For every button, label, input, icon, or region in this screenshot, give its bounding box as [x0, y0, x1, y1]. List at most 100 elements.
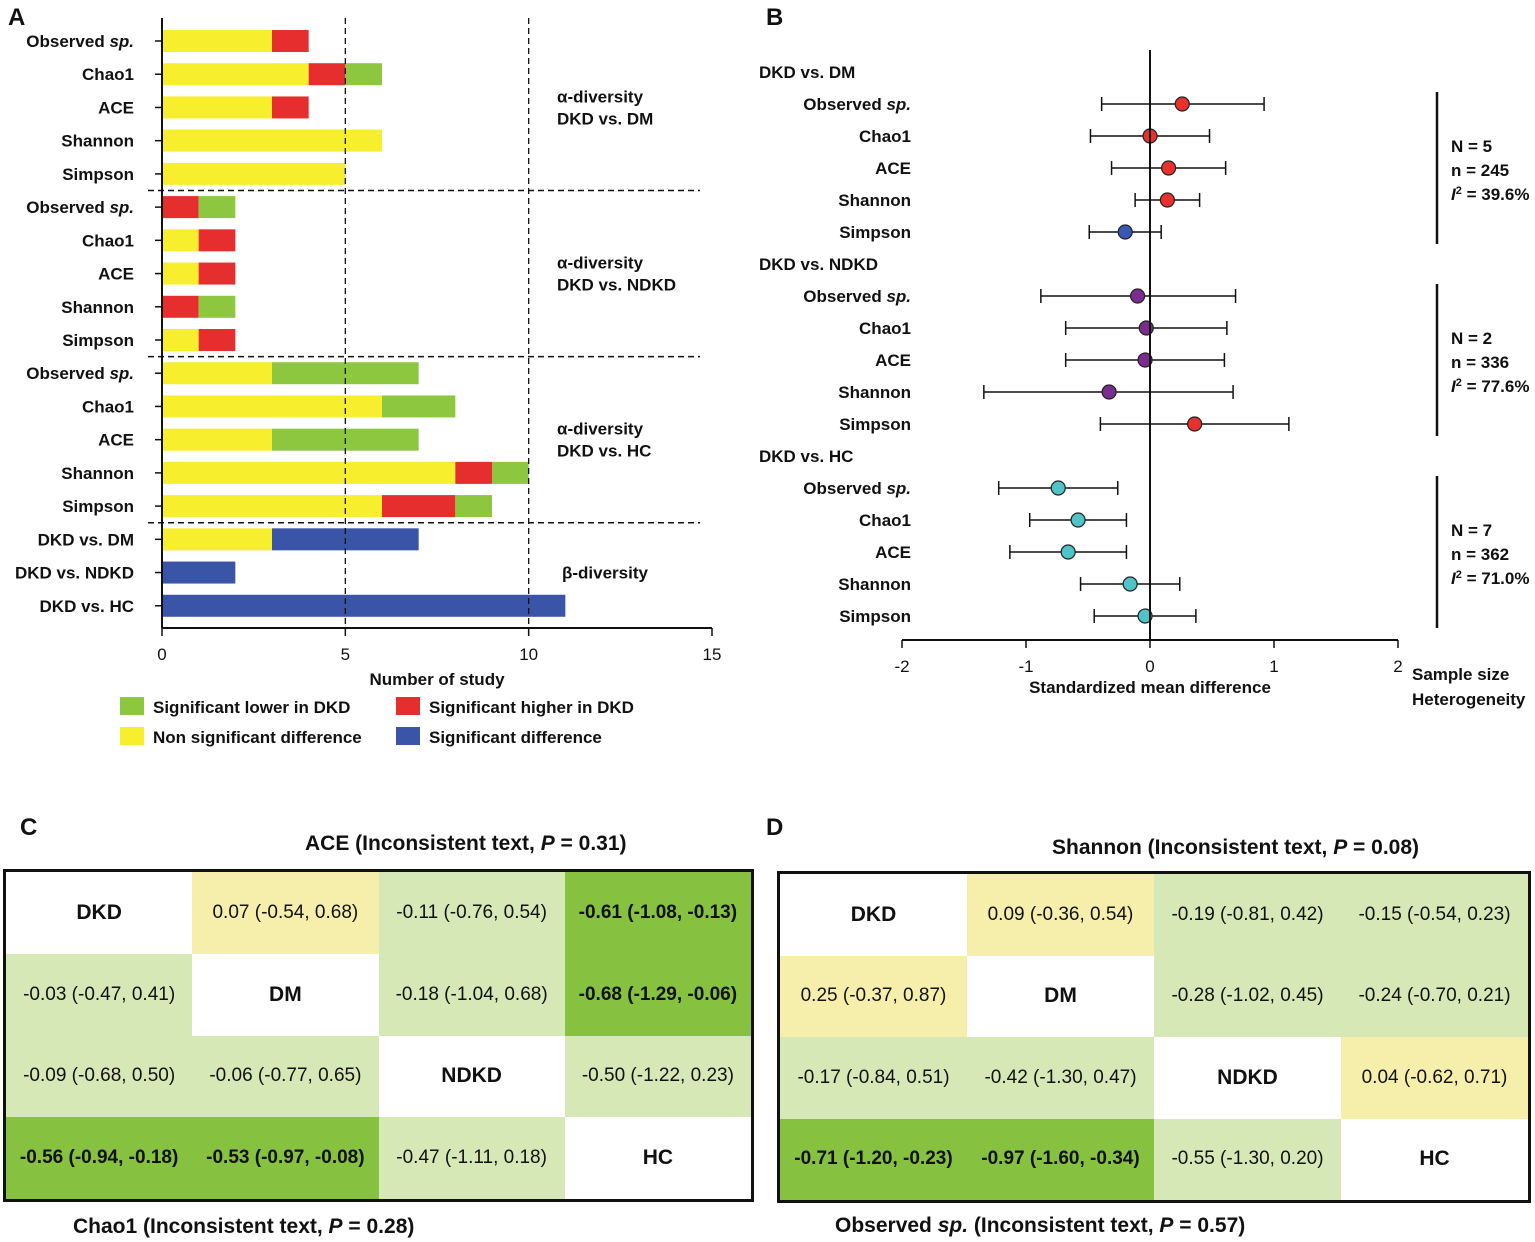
- bar-segment-sigdiff: [162, 594, 566, 617]
- matrix-cell: -0.09 (-0.68, 0.50): [6, 1035, 193, 1118]
- bar-segment-nonsig: [162, 461, 456, 484]
- stat-N: N = 2: [1451, 329, 1492, 348]
- bar-segment-lower: [198, 196, 236, 219]
- matrix-c-top-title: ACE (Inconsistent text, P = 0.31): [305, 832, 627, 855]
- matrix-cell: 0.09 (-0.36, 0.54): [967, 874, 1154, 956]
- bar-segment-lower: [455, 495, 492, 518]
- stat-heterogeneity: I2 = 71.0%: [1451, 569, 1529, 588]
- effect-point: [1060, 544, 1076, 560]
- matrix-cell: 0.07 (-0.54, 0.68): [192, 872, 379, 954]
- category-label: Shannon: [61, 298, 134, 317]
- effect-point: [1130, 288, 1146, 304]
- x-tick-label: -2: [894, 657, 909, 676]
- matrix-cell: -0.50 (-1.22, 0.23): [564, 1035, 751, 1118]
- bar-segment-nonsig: [162, 395, 382, 418]
- bar-segment-lower: [345, 63, 382, 86]
- stat-n: n = 245: [1451, 161, 1509, 180]
- category-label: Shannon: [61, 132, 134, 151]
- stat-N: N = 5: [1451, 137, 1492, 156]
- bar-segment-nonsig: [162, 495, 382, 518]
- bar-segment-lower: [382, 395, 456, 418]
- x-tick-label: 0: [1145, 657, 1154, 676]
- stat-n: n = 362: [1451, 545, 1509, 564]
- side-label: Sample size: [1412, 665, 1509, 684]
- bar-segment-lower: [492, 461, 529, 484]
- forest-group-title: DKD vs. HC: [759, 447, 853, 466]
- matrix-cell: -0.53 (-0.97, -0.08): [192, 1117, 379, 1199]
- forest-row-label: Shannon: [838, 575, 911, 594]
- matrix-cell: -0.03 (-0.47, 0.41): [6, 953, 193, 1036]
- matrix-diagonal-label: DKD: [6, 872, 193, 954]
- effect-point: [1122, 576, 1138, 592]
- group-label: β-diversity: [562, 564, 649, 583]
- bar-segment-higher: [272, 96, 309, 119]
- matrix-diagonal-label: DM: [967, 955, 1154, 1037]
- x-tick-label: 0: [157, 645, 166, 664]
- stat-heterogeneity: I2 = 77.6%: [1451, 377, 1529, 396]
- x-tick-label: 2: [1393, 657, 1402, 676]
- bar-segment-higher: [455, 461, 492, 484]
- matrix-d-top-title: Shannon (Inconsistent text, P = 0.08): [1052, 836, 1420, 859]
- matrix-diagonal-label: DM: [192, 953, 379, 1036]
- league-table-c: DKD 0.07 (-0.54, 0.68) -0.11 (-0.76, 0.54)…: [3, 869, 754, 1202]
- category-label: Simpson: [62, 331, 134, 350]
- panel-letter-c: C: [20, 814, 38, 841]
- category-label: ACE: [98, 265, 134, 284]
- legend-label: Significant lower in DKD: [153, 698, 350, 717]
- bar-segment-sigdiff: [162, 561, 236, 584]
- bar-segment-nonsig: [162, 30, 272, 52]
- effect-point: [1174, 96, 1190, 112]
- category-label: Observed sp.: [26, 364, 134, 383]
- bar-segment-lower: [198, 295, 236, 318]
- group-label: α-diversity: [557, 254, 644, 273]
- matrix-cell: -0.68 (-1.29, -0.06): [564, 953, 751, 1036]
- league-table-d: DKD 0.09 (-0.36, 0.54) -0.19 (-0.81, 0.42)…: [777, 871, 1531, 1203]
- stacked-bar-chart: Observed sp. Chao1 ACE Shannon Simpson Observ…: [15, 18, 722, 747]
- category-label: ACE: [98, 431, 134, 450]
- stat-N: N = 7: [1451, 521, 1492, 540]
- matrix-cell: 0.25 (-0.37, 0.87): [780, 955, 967, 1037]
- forest-row-label: Chao1: [859, 511, 911, 530]
- bar-segment-higher: [198, 229, 236, 252]
- matrix-diagonal-label: NDKD: [378, 1035, 565, 1118]
- bar-segment-higher: [308, 63, 346, 86]
- panel-letter-a: A: [8, 4, 26, 31]
- forest-row-label: ACE: [875, 351, 911, 370]
- bar-segment-higher: [162, 196, 199, 219]
- matrix-cell: -0.15 (-0.54, 0.23): [1341, 874, 1528, 956]
- matrix-diagonal-label: HC: [1341, 1118, 1528, 1200]
- x-tick-label: 15: [703, 645, 722, 664]
- forest-group-title: DKD vs. NDKD: [759, 255, 878, 274]
- forest-row-label: Shannon: [838, 383, 911, 402]
- legend-label: Significant higher in DKD: [429, 698, 634, 717]
- x-axis-title: Standardized mean difference: [1029, 678, 1271, 697]
- panel-letter-d: D: [766, 814, 784, 841]
- x-tick-label: 5: [341, 645, 350, 664]
- forest-row-label: Observed sp.: [803, 479, 911, 498]
- matrix-cell: -0.71 (-1.20, -0.23): [780, 1118, 967, 1200]
- side-label: Heterogeneity: [1412, 690, 1526, 709]
- matrix-d-bottom-title: Observed sp. (Inconsistent text, P = 0.5…: [835, 1214, 1246, 1237]
- matrix-cell: -0.18 (-1.04, 0.68): [378, 953, 565, 1036]
- matrix-cell: -0.11 (-0.76, 0.54): [378, 872, 565, 954]
- legend-swatch-lower: [120, 697, 144, 715]
- matrix-diagonal-label: HC: [564, 1117, 751, 1199]
- effect-point: [1187, 416, 1203, 432]
- bar-segment-nonsig: [162, 229, 199, 252]
- bar-segment-nonsig: [162, 528, 272, 551]
- matrix-cell: -0.24 (-0.70, 0.21): [1341, 955, 1528, 1037]
- forest-row-label: ACE: [875, 159, 911, 178]
- forest-row-label: Observed sp.: [803, 287, 911, 306]
- bar-segment-nonsig: [162, 96, 272, 119]
- forest-row-label: Observed sp.: [803, 95, 911, 114]
- matrix-diagonal-label: NDKD: [1154, 1037, 1341, 1119]
- forest-row-label: Chao1: [859, 319, 911, 338]
- bar-segment-nonsig: [162, 362, 272, 385]
- legend-label: Non significant difference: [153, 728, 362, 747]
- category-label: Simpson: [62, 165, 134, 184]
- bar-segment-nonsig: [162, 428, 272, 451]
- x-axis-title: Number of study: [369, 670, 505, 689]
- stat-heterogeneity: I2 = 39.6%: [1451, 185, 1529, 204]
- legend-swatch-sigdiff: [396, 727, 420, 745]
- bar-segment-higher: [162, 295, 199, 318]
